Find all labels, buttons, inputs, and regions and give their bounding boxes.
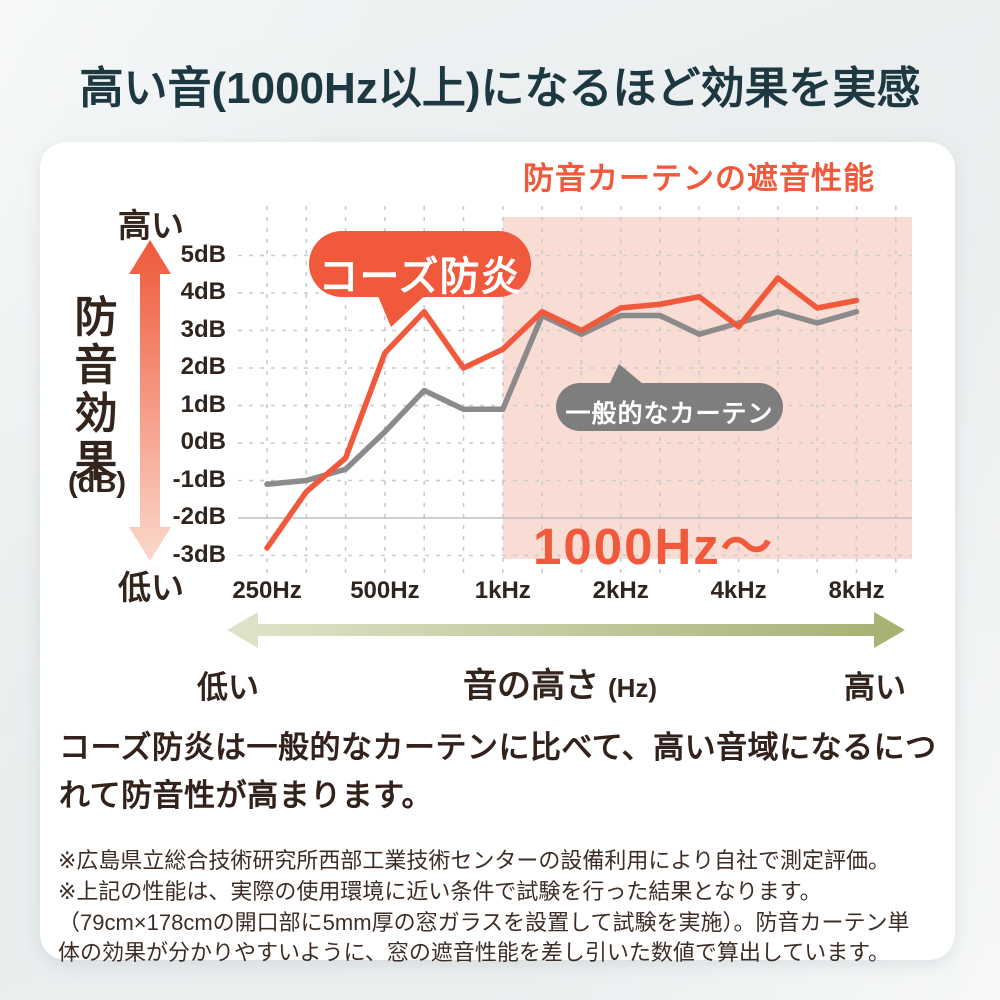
x-tick-label: 500Hz — [350, 577, 420, 604]
x-tick-label: 250Hz — [232, 577, 302, 604]
footnote-line: ※広島県立総合技術研究所西部工業技術センターの設備利用により自社で測定評価。 — [58, 848, 890, 873]
y-axis-label-char: 効 — [74, 390, 118, 438]
summary-statement-line: れて防音性が高まります。 — [59, 778, 433, 813]
y-axis-high-label: 高い — [118, 207, 184, 244]
freq-axis-low-label: 低い — [197, 670, 259, 705]
series-line-generic — [264, 309, 860, 487]
y-tick-label: -1dB — [172, 465, 226, 493]
y-axis-low-label: 低い — [118, 569, 184, 606]
series-line-ours — [264, 275, 860, 551]
x-tick-label: 4kHz — [710, 577, 767, 604]
highlight-region-label: 1000Hz〜 — [533, 518, 774, 575]
y-tick-label: 4dB — [180, 278, 226, 305]
soundproof-effect-arrow — [129, 240, 171, 561]
freq-axis-title: 音の高さ (Hz) — [340, 658, 780, 707]
ours-bubble-shape — [309, 231, 531, 327]
y-tick-label: 0dB — [180, 428, 226, 455]
generic-bubble-shape — [556, 364, 783, 431]
x-tick-label: 2kHz — [592, 577, 649, 604]
footnote-line: ※上記の性能は、実際の使用環境に近い条件で試験を行った結果となります。 — [58, 879, 822, 904]
freq-axis-title-text: 音の高さ — [462, 667, 599, 705]
y-axis-label-char: 果 — [74, 438, 118, 486]
footnote-line: 体の効果が分かりやすいように、窓の遮音性能を差し引いた数値で算出しています。 — [58, 940, 891, 965]
y-tick-label: 1dB — [180, 390, 226, 418]
summary-statement-line: コーズ防炎は一般的なカーテンに比べて、高い音域になるにつ — [59, 730, 937, 765]
y-tick-label: 3dB — [180, 315, 226, 343]
footnote-line: （79cm×178cmの開口部に5mm厚の窓ガラスを設置して試験を実施）。防音カ… — [58, 910, 910, 935]
page-title: 高い音(1000Hz以上)になるほど効果を実感 — [79, 64, 921, 113]
y-axis-label-char: 防 — [74, 294, 118, 342]
chart-title: 防音カーテンの遮音性能 — [523, 161, 875, 196]
y-tick-label: -3dB — [172, 540, 226, 568]
generic-bubble-label: 一般的なカーテン — [565, 400, 774, 428]
freq-axis-high-label: 高い — [844, 670, 906, 705]
y-tick-label: 5dB — [180, 240, 226, 268]
y-tick-label: -2dB — [172, 503, 226, 530]
y-axis-unit: (dB) — [68, 467, 126, 499]
x-tick-label: 1kHz — [474, 577, 531, 604]
y-axis-label-char: 音 — [74, 342, 118, 390]
y-tick-label: 2dB — [180, 353, 226, 380]
ours-bubble-label: コーズ防炎 — [318, 255, 522, 299]
freq-axis-title-unit: (Hz) — [607, 673, 658, 703]
series-lines — [264, 275, 860, 551]
x-tick-label: 8kHz — [828, 577, 885, 604]
frequency-axis-arrow — [227, 612, 905, 648]
y-axis-label: 防 音 効 果 — [73, 294, 119, 486]
